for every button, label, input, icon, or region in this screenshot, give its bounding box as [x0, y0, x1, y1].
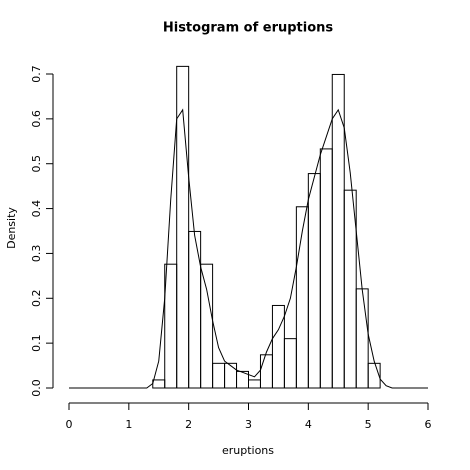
y-tick-label: 0.4 — [30, 200, 43, 218]
histogram-bar — [307, 173, 321, 389]
histogram-bar — [152, 379, 166, 389]
histogram-bar — [259, 354, 273, 389]
x-axis-label: eruptions — [222, 444, 274, 457]
histogram-bar — [176, 65, 190, 389]
histogram-bar — [248, 379, 261, 389]
histogram-bar — [355, 288, 369, 389]
histogram-bar — [200, 263, 214, 389]
x-tick-label: 4 — [305, 418, 312, 431]
y-tick-label: 0.3 — [30, 245, 43, 263]
x-tick-label: 5 — [365, 418, 372, 431]
y-tick-label: 0.6 — [30, 110, 43, 128]
histogram-bar — [319, 148, 333, 389]
x-tick-label: 6 — [425, 418, 432, 431]
y-axis-label: Density — [5, 207, 18, 249]
y-tick-label: 0.0 — [30, 379, 43, 397]
x-tick-label: 1 — [125, 418, 132, 431]
histogram-bar — [164, 263, 178, 389]
histogram-bar — [343, 189, 357, 389]
density-line — [69, 108, 428, 389]
histogram-bar — [271, 304, 285, 389]
y-tick-label: 0.7 — [30, 65, 43, 83]
y-tick-label: 0.5 — [30, 155, 43, 173]
y-tick-label: 0.2 — [30, 290, 43, 308]
chart-title: Histogram of eruptions — [163, 21, 334, 36]
histogram-bar — [224, 362, 238, 389]
histogram-bar — [212, 362, 226, 389]
y-tick-label: 0.1 — [30, 334, 43, 352]
x-tick-label: 3 — [245, 418, 252, 431]
x-tick-label: 0 — [66, 418, 73, 431]
histogram-bar — [367, 362, 381, 389]
x-tick-label: 2 — [185, 418, 192, 431]
histogram-bar — [283, 338, 297, 389]
